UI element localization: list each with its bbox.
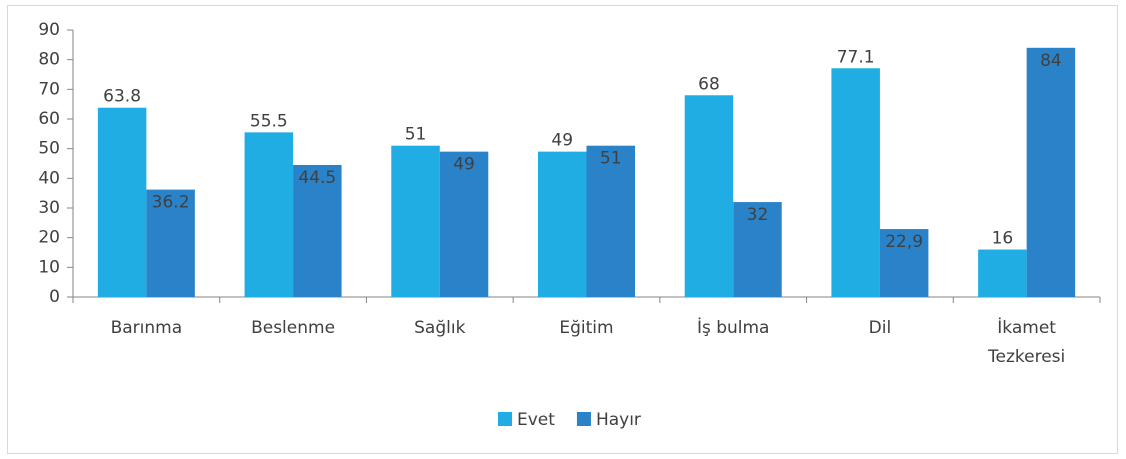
data-label: 16 (992, 229, 1014, 249)
data-label: 44.5 (298, 168, 336, 188)
bar (538, 151, 587, 297)
bar (439, 151, 489, 297)
x-tick-label: Barınma (111, 318, 183, 338)
data-label: 51 (405, 125, 427, 145)
y-tick-label: 20 (38, 228, 60, 248)
legend-label: Evet (517, 410, 555, 430)
bar (97, 107, 147, 297)
data-label: 36.2 (152, 193, 190, 213)
data-label: 84 (1040, 51, 1062, 71)
legend-swatch (498, 412, 512, 426)
data-label: 32 (747, 205, 769, 225)
x-tick-label: Beslenme (251, 318, 335, 338)
bar (146, 189, 195, 297)
data-label: 51 (600, 149, 622, 169)
x-tick-label: Sağlık (414, 318, 465, 338)
data-label: 63.8 (103, 87, 141, 107)
legend-swatch (576, 412, 591, 426)
x-tick-label: Eğitim (559, 318, 613, 338)
data-label: 55.5 (250, 111, 288, 131)
x-tick-line: Tezkeresi (987, 347, 1065, 367)
bar (831, 68, 880, 298)
bar (293, 164, 342, 297)
legend-label: Hayır (596, 410, 641, 430)
y-tick-label: 90 (38, 20, 60, 40)
y-tick-label: 0 (49, 287, 60, 307)
bar (733, 202, 782, 297)
y-tick-label: 50 (38, 139, 60, 159)
data-label: 22,9 (885, 232, 923, 252)
x-tick-label: Dil (869, 318, 892, 338)
y-tick-label: 70 (38, 79, 60, 99)
bar (1026, 47, 1076, 297)
bar (684, 95, 734, 298)
y-tick-label: 30 (38, 198, 60, 218)
y-tick-label: 60 (38, 109, 60, 129)
bar (978, 249, 1027, 297)
x-tick-line: İkamet (997, 317, 1056, 338)
x-tick-label: İkamet Tezkeresi (987, 317, 1065, 367)
data-label: 49 (551, 131, 573, 151)
bar (586, 145, 635, 297)
y-tick-label: 80 (38, 50, 60, 70)
data-label: 77.1 (837, 47, 875, 67)
x-tick-label: İş bulma (697, 317, 770, 338)
data-label: 49 (453, 155, 475, 175)
bar (391, 145, 440, 297)
y-tick-label: 40 (38, 168, 60, 188)
data-label: 68 (698, 74, 720, 94)
bar (879, 229, 929, 297)
y-tick-label: 10 (38, 257, 60, 277)
bar (244, 132, 294, 297)
